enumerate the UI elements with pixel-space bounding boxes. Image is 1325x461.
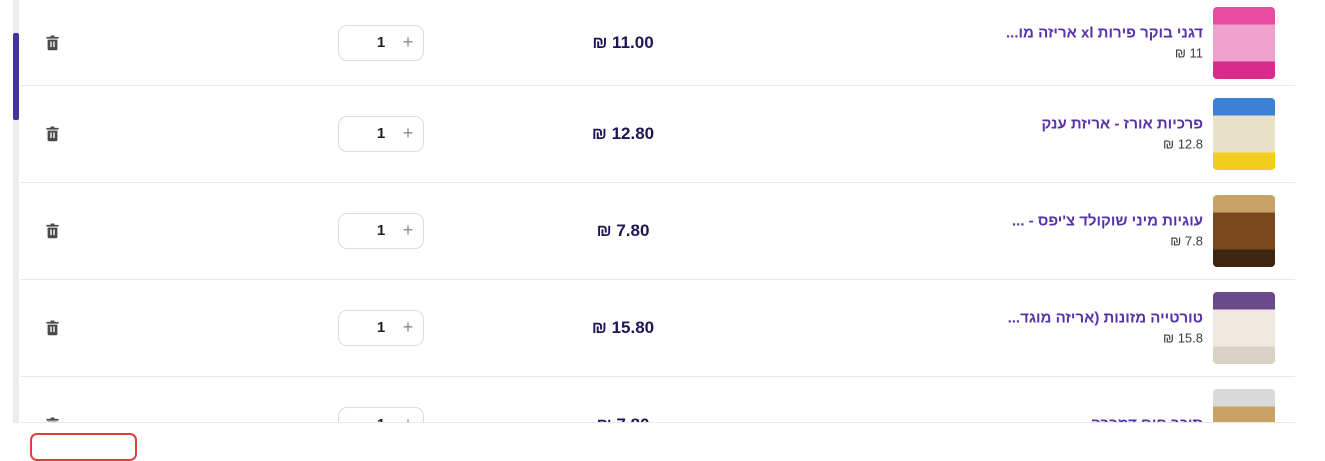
delete-item-button[interactable] (44, 124, 61, 143)
trash-icon (46, 223, 59, 238)
scrollbar-thumb[interactable] (13, 33, 19, 120)
cart-item-row: 1 + ₪ 12.80 פרכיות אורז - אריזת ענק ₪ 12… (0, 85, 1325, 182)
product-info: פרכיות אורז - אריזת ענק ₪ 12.8 (1041, 114, 1203, 153)
unit-price: ₪ 11 (1174, 45, 1203, 60)
unit-price: ₪ 12.8 (1163, 136, 1203, 151)
scrollbar-track[interactable] (13, 0, 19, 423)
product-name-link[interactable]: טורטייה מזונות (אריזה מוגד... (1007, 309, 1203, 326)
product-info: עוגיות מיני שוקולד צ'יפס - ... ₪ 7.8 (1012, 211, 1203, 250)
cart-items-list: 1 + ₪ 11.00 דגני בוקר פירות xl אריזה מו.… (0, 0, 1325, 423)
unit-price: ₪ 7.8 (1170, 233, 1203, 248)
unit-price: ₪ 15.8 (1163, 330, 1203, 345)
quantity-stepper: 1 + (338, 309, 424, 346)
list-bottom-divider (20, 422, 1295, 423)
product-name-link[interactable]: עוגיות מיני שוקולד צ'יפס - ... (1012, 212, 1203, 229)
quantity-value: 1 (376, 125, 386, 142)
increase-quantity-button[interactable]: + (395, 26, 421, 60)
quantity-value: 1 (339, 408, 423, 423)
plus-icon: + (402, 220, 414, 240)
clear-cart-button[interactable] (30, 433, 137, 461)
product-info: סוכר חום דמררה (1091, 414, 1203, 423)
trash-icon (46, 126, 59, 141)
item-total-price: ₪ 11.00 (592, 32, 654, 52)
product-image[interactable] (1213, 291, 1275, 364)
delete-item-button[interactable] (44, 33, 61, 52)
quantity-stepper: 1 + (338, 115, 424, 152)
product-info: דגני בוקר פירות xl אריזה מו... ₪ 11 (1006, 23, 1203, 62)
delete-item-button[interactable] (44, 221, 61, 240)
product-image[interactable] (1213, 388, 1275, 423)
quantity-stepper: 1 + (338, 406, 424, 423)
quantity-stepper: 1 + (338, 24, 424, 61)
cart-item-row: 1 + ₪ 11.00 דגני בוקר פירות xl אריזה מו.… (0, 0, 1325, 85)
plus-icon: + (402, 317, 414, 337)
plus-icon: + (402, 123, 414, 143)
cart-item-row: 1 + ₪ 7.80 סוכר חום דמררה (0, 376, 1325, 423)
product-image[interactable] (1213, 6, 1275, 79)
plus-icon: + (403, 414, 414, 423)
quantity-value: 1 (376, 34, 386, 51)
increase-quantity-button[interactable]: + (395, 311, 421, 345)
cart-item-row: 1 + ₪ 7.80 עוגיות מיני שוקולד צ'יפס - ..… (0, 182, 1325, 279)
item-total-price: ₪ 7.80 (596, 220, 650, 240)
cart-item-row: 1 + ₪ 15.80 טורטייה מזונות (אריזה מוגד..… (0, 279, 1325, 376)
product-image[interactable] (1213, 97, 1275, 170)
product-name-link[interactable]: דגני בוקר פירות xl אריזה מו... (1006, 24, 1203, 41)
product-name-link[interactable]: פרכיות אורז - אריזת ענק (1041, 115, 1203, 132)
item-total-price: ₪ 7.80 (553, 415, 693, 424)
quantity-stepper: 1 + (338, 212, 424, 249)
product-name-link[interactable]: סוכר חום דמררה (1091, 414, 1203, 423)
product-image[interactable] (1213, 194, 1275, 267)
item-total-price: ₪ 12.80 (591, 123, 655, 143)
item-total-price: ₪ 15.80 (591, 317, 655, 337)
trash-icon (46, 320, 59, 335)
increase-quantity-button[interactable]: + (395, 214, 421, 248)
trash-icon (46, 35, 59, 50)
product-info: טורטייה מזונות (אריזה מוגד... ₪ 15.8 (1008, 308, 1203, 347)
plus-icon: + (402, 32, 414, 52)
quantity-value: 1 (376, 319, 386, 336)
quantity-value: 1 (376, 222, 386, 239)
increase-quantity-button[interactable]: + (395, 408, 421, 423)
increase-quantity-button[interactable]: + (395, 117, 421, 151)
delete-item-button[interactable] (44, 318, 61, 337)
